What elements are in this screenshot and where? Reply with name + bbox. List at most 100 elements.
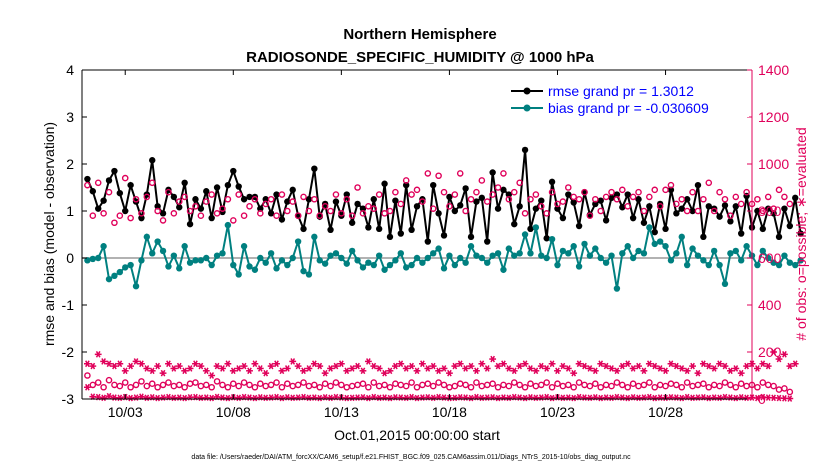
rmse-point xyxy=(370,196,377,203)
obs-possible-point xyxy=(343,195,351,203)
obs-evaluated-stroke xyxy=(641,367,647,375)
obs-evaluated-stroke xyxy=(506,365,512,372)
obs-evaluated-stroke xyxy=(187,365,193,372)
obs-evaluated-stroke xyxy=(176,394,182,401)
obs-evaluated-point xyxy=(570,394,578,402)
x-tick-label: 10/23 xyxy=(540,404,575,420)
obs-evaluated-stroke xyxy=(403,394,409,402)
obs-evaluated-point xyxy=(683,367,691,375)
obs-possible-point xyxy=(624,383,632,391)
obs-evaluated-stroke xyxy=(311,360,317,368)
obs-evaluated-point xyxy=(283,365,291,372)
obs-evaluated-stroke xyxy=(679,365,685,372)
obs-evaluated-stroke xyxy=(587,365,593,372)
rmse-point xyxy=(95,205,102,212)
obs-evaluated-stroke xyxy=(333,362,339,370)
obs-possible-point xyxy=(710,207,718,215)
bias-point xyxy=(321,260,329,267)
obs-evaluated-point xyxy=(662,367,669,375)
rmse-point xyxy=(138,214,145,222)
obs-possible-point xyxy=(186,207,194,215)
obs-possible-point xyxy=(629,380,637,388)
rmse-point xyxy=(154,203,161,210)
bias-point xyxy=(467,243,475,250)
obs-possible-point xyxy=(370,205,378,212)
obs-evaluated-point xyxy=(300,367,307,375)
obs-possible-point xyxy=(564,381,572,389)
bias-point xyxy=(100,243,107,250)
bias-point xyxy=(267,250,275,257)
obs-possible-point xyxy=(143,382,151,390)
obs-possible-point xyxy=(662,186,669,194)
bias-point xyxy=(646,224,653,231)
rmse-point xyxy=(500,186,507,194)
obs-possible-point xyxy=(678,383,686,391)
rmse-point xyxy=(186,220,194,228)
bias-point xyxy=(759,247,767,255)
obs-evaluated-stroke xyxy=(387,394,393,402)
bias-point xyxy=(727,250,734,257)
obs-evaluated-point xyxy=(246,367,253,375)
obs-evaluated-stroke xyxy=(738,369,744,377)
bias-point xyxy=(548,236,556,243)
obs-possible-point xyxy=(402,177,410,184)
obs-evaluated-stroke xyxy=(495,362,501,370)
obs-evaluated-stroke xyxy=(355,394,360,401)
bias-point xyxy=(516,250,523,257)
rmse-point xyxy=(775,233,783,241)
obs-evaluated-point xyxy=(672,362,680,370)
obs-evaluated-stroke xyxy=(501,394,506,401)
obs-evaluated-point xyxy=(229,367,237,375)
obs-possible-point xyxy=(208,191,215,198)
obs-evaluated-stroke xyxy=(717,360,722,368)
rmse-point xyxy=(105,177,113,184)
bias-point xyxy=(181,243,188,250)
obs-evaluated-stroke xyxy=(522,360,528,368)
obs-evaluated-stroke xyxy=(252,360,258,368)
obs-evaluated-stroke xyxy=(755,394,760,402)
obs-evaluated-point xyxy=(348,365,356,372)
legend-box xyxy=(507,79,749,117)
obs-possible-point xyxy=(727,212,734,219)
chart-subtitle: RADIOSONDE_SPECIFIC_HUMIDITY @ 1000 hPa xyxy=(246,49,594,66)
obs-evaluated-stroke xyxy=(409,362,414,370)
obs-possible-point xyxy=(781,193,788,201)
rmse-point xyxy=(100,197,107,204)
obs-evaluated-stroke xyxy=(128,394,133,402)
bias-point xyxy=(138,257,145,264)
obs-evaluated-stroke xyxy=(279,394,285,402)
obs-evaluated-stroke xyxy=(393,362,398,370)
bias-point xyxy=(219,250,226,257)
bias-point xyxy=(240,243,248,250)
obs-evaluated-stroke xyxy=(366,358,371,365)
obs-evaluated-point xyxy=(175,362,183,370)
bias-point xyxy=(246,263,253,270)
obs-evaluated-stroke xyxy=(598,394,604,402)
y-axis-left-label: rmse and bias (model - observation) xyxy=(41,122,57,346)
obs-evaluated-stroke xyxy=(279,367,285,375)
obs-evaluated-point xyxy=(424,365,432,372)
obs-possible-point xyxy=(424,170,432,177)
obs-evaluated-stroke xyxy=(728,394,733,401)
obs-evaluated-point xyxy=(208,394,216,402)
bias-point xyxy=(597,254,604,262)
obs-evaluated-stroke xyxy=(328,365,333,372)
obs-evaluated-stroke xyxy=(268,394,274,401)
obs-possible-point xyxy=(284,207,291,215)
bias-point xyxy=(111,272,118,280)
obs-possible-point xyxy=(462,207,469,215)
obs-evaluated-stroke xyxy=(528,365,533,372)
bias-point xyxy=(435,245,442,252)
obs-possible-point xyxy=(737,380,745,388)
obs-evaluated-stroke xyxy=(782,394,787,402)
obs-evaluated-stroke xyxy=(95,351,101,358)
obs-evaluated-stroke xyxy=(652,362,658,370)
obs-evaluated-stroke xyxy=(484,394,490,401)
obs-possible-point xyxy=(316,383,324,391)
bias-point xyxy=(716,261,723,269)
bias-point xyxy=(402,264,410,271)
obs-evaluated-stroke xyxy=(403,365,409,372)
obs-evaluated-point xyxy=(705,362,713,370)
obs-evaluated-point xyxy=(84,383,91,391)
obs-evaluated-point xyxy=(618,362,626,370)
